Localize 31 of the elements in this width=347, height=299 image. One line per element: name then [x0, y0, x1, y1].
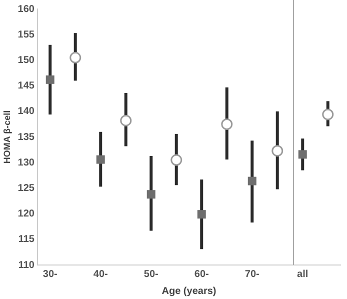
x-axis-title: Age (years): [162, 286, 216, 297]
y-tick-label: 160: [18, 4, 35, 15]
point: [70, 52, 82, 64]
x-tick-label: 70-: [244, 268, 260, 280]
x-tick-label: 60-: [194, 268, 209, 280]
point: [248, 176, 256, 186]
y-tick-label: 135: [18, 132, 35, 143]
y-tick-label: 150: [18, 54, 35, 66]
y-tick-label: 110: [18, 260, 35, 271]
y-tick-label: 145: [18, 80, 35, 92]
x-tick-label: all: [297, 268, 308, 280]
y-tick-label: 120: [18, 208, 35, 220]
y-axis-title: HOMA β-cell: [2, 110, 12, 164]
point: [120, 114, 132, 126]
point: [322, 108, 334, 120]
point: [221, 118, 233, 130]
point: [170, 154, 182, 166]
y-tick-label: 130: [18, 157, 35, 168]
y-tick-label: 155: [18, 29, 35, 40]
x-tick-label: 40-: [93, 268, 108, 280]
point: [146, 190, 156, 199]
x-tick-label: 30-: [42, 268, 58, 280]
point: [272, 145, 284, 157]
y-tick-label: 140: [18, 106, 35, 118]
point: [197, 210, 206, 219]
point: [298, 150, 307, 159]
point: [96, 155, 105, 164]
y-tick-label: 115: [18, 234, 35, 246]
point: [46, 75, 54, 84]
x-tick-label: 50-: [144, 268, 158, 280]
y-tick-label: 125: [18, 182, 35, 194]
